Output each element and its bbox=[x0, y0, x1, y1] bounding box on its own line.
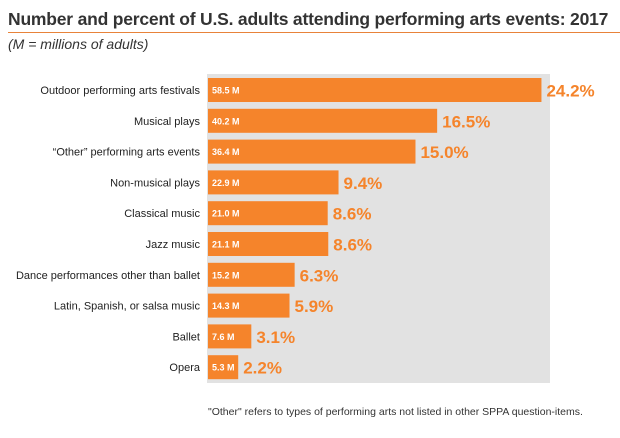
percent-label: 8.6% bbox=[333, 205, 372, 224]
value-label: 21.0 M bbox=[212, 209, 240, 219]
percent-label: 16.5% bbox=[442, 112, 490, 131]
category-label: Dance performances other than ballet bbox=[16, 270, 200, 282]
chart-subtitle: (M = millions of adults) bbox=[8, 36, 149, 52]
percent-label: 15.0% bbox=[420, 143, 468, 162]
category-label: Opera bbox=[169, 362, 200, 374]
bar bbox=[208, 355, 239, 380]
percent-label: 6.3% bbox=[300, 266, 339, 285]
category-label: “Other” performing arts events bbox=[53, 147, 201, 159]
value-label: 7.6 M bbox=[212, 332, 235, 342]
category-label: Outdoor performing arts festivals bbox=[40, 85, 200, 97]
category-label: Ballet bbox=[172, 331, 200, 343]
percent-label: 24.2% bbox=[546, 82, 594, 101]
value-label: 15.2 M bbox=[212, 270, 240, 280]
value-label: 58.5 M bbox=[212, 86, 240, 96]
value-label: 22.9 M bbox=[212, 178, 240, 188]
value-label: 5.3 M bbox=[212, 363, 235, 373]
category-label: Musical plays bbox=[134, 116, 201, 128]
bar bbox=[208, 170, 339, 195]
category-label: Jazz music bbox=[146, 239, 201, 251]
bar bbox=[208, 78, 542, 102]
bar bbox=[208, 324, 252, 349]
percent-label: 3.1% bbox=[256, 328, 295, 347]
percent-label: 8.6% bbox=[333, 236, 372, 255]
title-rule bbox=[8, 32, 620, 33]
footnote: "Other" refers to types of performing ar… bbox=[208, 406, 583, 418]
value-label: 14.3 M bbox=[212, 301, 240, 311]
percent-label: 2.2% bbox=[243, 359, 282, 378]
bar bbox=[208, 201, 328, 226]
chart-title: Number and percent of U.S. adults attend… bbox=[8, 9, 609, 29]
category-label: Non-musical plays bbox=[110, 177, 200, 189]
bar bbox=[208, 293, 290, 318]
value-label: 36.4 M bbox=[212, 147, 240, 157]
value-label: 21.1 M bbox=[212, 240, 240, 250]
bar bbox=[208, 108, 438, 133]
bar bbox=[208, 262, 295, 287]
bar bbox=[208, 232, 329, 256]
percent-label: 9.4% bbox=[344, 174, 383, 193]
value-label: 40.2 M bbox=[212, 116, 240, 126]
category-label: Latin, Spanish, or salsa music bbox=[54, 301, 201, 313]
bar bbox=[208, 139, 416, 164]
category-label: Classical music bbox=[124, 208, 200, 220]
percent-label: 5.9% bbox=[295, 297, 334, 316]
